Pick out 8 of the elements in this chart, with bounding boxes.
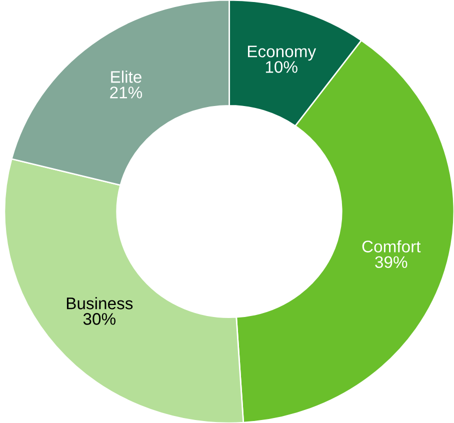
slice-label: Elite bbox=[111, 70, 142, 83]
data-label: 30% bbox=[83, 313, 116, 325]
data-label: 10% bbox=[266, 61, 298, 73]
slice-label: Business bbox=[66, 297, 133, 310]
data-label: 21% bbox=[110, 86, 142, 98]
slice-label: Comfort bbox=[362, 240, 421, 252]
slice-label: Economy bbox=[248, 46, 316, 61]
data-label: 39% bbox=[375, 256, 408, 268]
